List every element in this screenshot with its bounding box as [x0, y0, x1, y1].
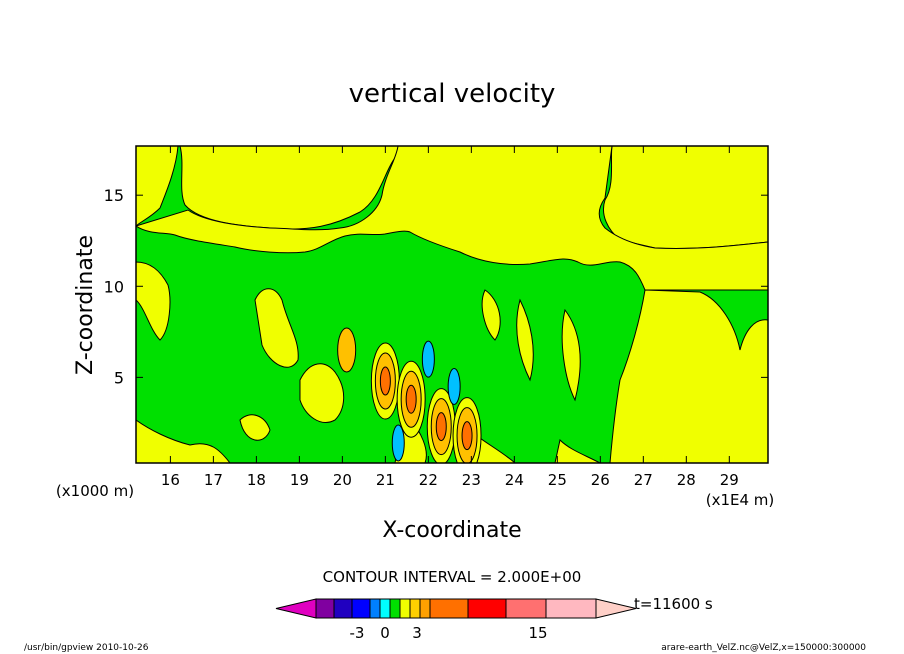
colorbar-label: 15 — [528, 624, 547, 642]
plot-frame — [135, 145, 769, 464]
contour-level — [421, 340, 435, 378]
contour-cell — [447, 367, 461, 405]
plot-area — [135, 145, 769, 464]
colorbar-end-left — [275, 598, 317, 619]
x-tick-label: 23 — [462, 471, 481, 489]
colorbar-end-right — [595, 598, 637, 619]
x-tick-label: 21 — [376, 471, 395, 489]
contour-cell — [421, 340, 435, 378]
x-tick-label: 20 — [333, 471, 352, 489]
x-tick-label: 19 — [290, 471, 309, 489]
colorbar-segment — [419, 598, 431, 619]
contour-field — [136, 146, 768, 463]
contour-cell — [452, 397, 482, 463]
x-unit-left: (x1000 m) — [56, 482, 134, 500]
x-tick-label: 28 — [677, 471, 696, 489]
colorbar-segment — [389, 598, 401, 619]
contour-cell — [391, 424, 405, 462]
colorbar-label: 0 — [380, 624, 390, 642]
y-tick-label: 5 — [114, 368, 124, 387]
colorbar-segment — [399, 598, 411, 619]
y-tick-label: 15 — [104, 186, 124, 205]
contour-region-middle — [136, 146, 768, 291]
colorbar-segment — [429, 598, 469, 619]
contour-cell — [396, 360, 426, 438]
contour-interval-label: CONTOUR INTERVAL = 2.000E+00 — [323, 568, 582, 586]
contour-cell — [337, 327, 357, 373]
x-tick-label: 26 — [591, 471, 610, 489]
contour-region-lower-right — [609, 289, 768, 463]
colorbar-segment — [545, 598, 597, 619]
y-axis: 5 10 15 — [104, 186, 768, 387]
x-tick-label: 17 — [204, 471, 223, 489]
x-axis: 16 17 18 19 20 21 22 23 24 25 26 27 28 29 — [161, 146, 739, 489]
x-tick-label: 18 — [247, 471, 266, 489]
footer-right: arare-earth_VelZ.nc@VelZ,x=150000:300000 — [661, 643, 866, 653]
colorbar-segment — [351, 598, 371, 619]
colorbar-segment — [315, 598, 335, 619]
contour-level — [447, 367, 461, 405]
y-tick-label: 10 — [104, 277, 124, 296]
contour-level — [391, 424, 405, 462]
footer-left: /usr/bin/gpview 2010-10-26 — [24, 643, 149, 653]
x-unit-right: (x1E4 m) — [706, 491, 775, 509]
contour-cell — [370, 342, 400, 420]
x-tick-label: 25 — [548, 471, 567, 489]
contour-region-center — [239, 288, 581, 463]
contour-level — [379, 366, 391, 396]
contour-region-left — [136, 261, 171, 341]
x-tick-label: 16 — [161, 471, 180, 489]
contour-level — [461, 421, 473, 451]
x-tick-label: 24 — [505, 471, 524, 489]
colorbar-segment — [379, 598, 391, 619]
contour-level — [435, 412, 447, 442]
colorbar-segment — [409, 598, 421, 619]
contour-level — [405, 384, 417, 414]
contour-cell — [426, 388, 456, 463]
contour-level — [337, 327, 357, 373]
y-axis-label: Z-coordinate — [73, 235, 98, 375]
colorbar: -3 0 3 15 — [275, 598, 637, 642]
chart-title: vertical velocity — [349, 79, 556, 109]
contour-cells — [337, 327, 482, 463]
x-tick-label: 27 — [634, 471, 653, 489]
colorbar-label: -3 — [350, 624, 365, 642]
x-axis-label: X-coordinate — [382, 518, 521, 543]
time-label: t=11600 s — [634, 595, 713, 613]
x-tick-label: 29 — [720, 471, 739, 489]
x-tick-label: 22 — [419, 471, 438, 489]
colorbar-segment — [369, 598, 381, 619]
colorbar-segment — [333, 598, 353, 619]
colorbar-segment — [505, 598, 547, 619]
colorbar-label: 3 — [412, 624, 422, 642]
colorbar-segment — [467, 598, 507, 619]
